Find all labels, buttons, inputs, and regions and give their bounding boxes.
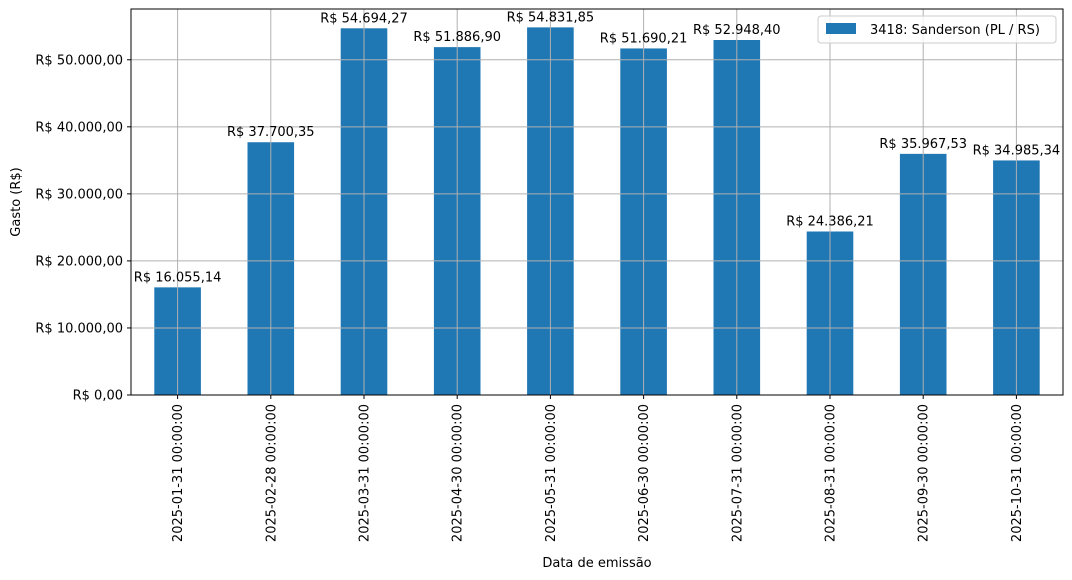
bars: [154, 27, 1040, 396]
y-axis: R$ 0,00 R$ 10.000,00 R$ 20.000,00 R$ 30.000…: [35, 53, 131, 404]
x-tick-label: 2025-03-31 00:00:00: [358, 404, 373, 542]
y-tick-label: R$ 40.000,00: [35, 120, 123, 135]
data-label: R$ 24.386,21: [786, 215, 874, 230]
grid: [131, 9, 1063, 396]
legend-swatch: [826, 23, 856, 34]
data-label: R$ 54.694,27: [320, 11, 408, 26]
y-tick-label: R$ 10.000,00: [35, 321, 123, 336]
legend-entry: 3418: Sanderson (PL / RS): [870, 23, 1040, 38]
y-tick-label: R$ 20.000,00: [35, 254, 123, 269]
data-label: R$ 37.700,35: [227, 125, 315, 140]
y-tick-label: R$ 30.000,00: [35, 187, 123, 202]
x-tick-label: 2025-07-31 00:00:00: [730, 404, 745, 542]
x-tick-label: 2025-09-30 00:00:00: [917, 404, 932, 542]
legend-frame: [817, 15, 1057, 44]
data-label: R$ 16.055,14: [134, 270, 222, 285]
data-label: R$ 52.948,40: [693, 23, 781, 38]
x-axis-title: Data de emissão: [542, 556, 651, 571]
data-label: R$ 54.831,85: [507, 10, 595, 25]
legend: 3418: Sanderson (PL / RS): [817, 15, 1057, 44]
plot-frame: [130, 8, 1064, 396]
x-tick-label: 2025-01-31 00:00:00: [171, 404, 186, 542]
x-tick-label: 2025-02-28 00:00:00: [264, 404, 279, 542]
x-axis: 2025-01-31 00:00:00 2025-02-28 00:00:00 20…: [171, 395, 1025, 542]
x-tick-label: 2025-06-30 00:00:00: [637, 404, 652, 542]
y-tick-label: R$ 50.000,00: [35, 53, 123, 68]
x-tick-label: 2025-10-31 00:00:00: [1010, 404, 1025, 542]
data-label: R$ 51.886,90: [413, 30, 501, 45]
y-axis-title: Gasto (R$): [9, 167, 24, 236]
y-tick-label: R$ 0,00: [73, 389, 123, 404]
x-tick-label: 2025-04-30 00:00:00: [451, 404, 466, 542]
data-labels: R$ 16.055,14 R$ 37.700,35 R$ 54.694,27 R$ 5…: [134, 10, 1060, 285]
x-tick-label: 2025-08-31 00:00:00: [824, 404, 839, 542]
data-label: R$ 51.690,21: [600, 31, 688, 46]
x-tick-label: 2025-05-31 00:00:00: [544, 404, 559, 542]
data-label: R$ 35.967,53: [879, 137, 967, 152]
data-label: R$ 34.985,34: [973, 143, 1061, 158]
